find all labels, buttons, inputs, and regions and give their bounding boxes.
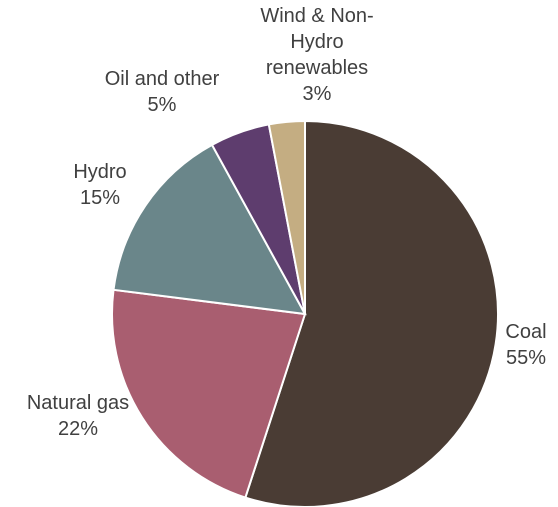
slice-name: Coal	[505, 321, 546, 343]
slice-name: Wind & Non-	[260, 5, 373, 27]
slice-name: Natural gas	[27, 392, 129, 414]
slice-label-natural-gas: Natural gas 22%	[27, 392, 129, 440]
slice-name: Hydro	[73, 161, 126, 183]
slice-percent: 3%	[303, 83, 332, 105]
slice-percent: 15%	[80, 187, 120, 209]
pie-slice-wind-non-hydro-renewables	[267, 119, 306, 315]
slice-label-wind-non-hydro-renewables: Wind & Non- Hydro renewables 3%	[260, 5, 373, 105]
slice-label-oil-and-other: Oil and other 5%	[105, 68, 220, 116]
slice-label-hydro: Hydro 15%	[73, 161, 126, 209]
slice-label-coal: Coal 55%	[505, 321, 546, 369]
pie-slice-coal	[244, 119, 499, 507]
pie-slice-natural-gas	[111, 288, 307, 499]
pie-slice-hydro	[112, 143, 307, 316]
slice-name: Oil and other	[105, 68, 220, 90]
slice-percent: 5%	[148, 94, 177, 116]
slice-percent: 55%	[506, 347, 546, 369]
slice-percent: 22%	[58, 418, 98, 440]
slice-name: renewables	[266, 57, 368, 79]
slice-name: Hydro	[290, 31, 343, 53]
